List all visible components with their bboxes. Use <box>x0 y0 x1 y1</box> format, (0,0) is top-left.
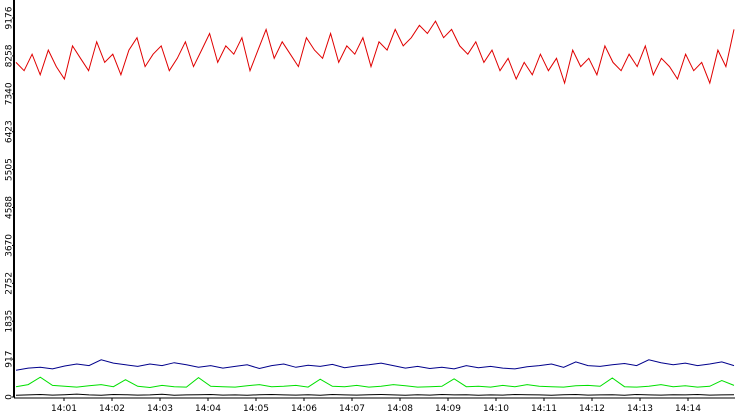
y-tick-label: 3670 <box>5 234 15 257</box>
x-tick-label: 14:06 <box>291 404 317 414</box>
x-tick-label: 14:13 <box>627 404 653 414</box>
x-tick-label: 14:03 <box>147 404 173 414</box>
y-tick-label: 917 <box>5 351 15 368</box>
x-tick-label: 14:09 <box>435 404 461 414</box>
y-tick-label: 9176 <box>5 6 15 29</box>
x-tick-label: 14:05 <box>243 404 269 414</box>
y-tick-label: 5505 <box>5 158 15 181</box>
x-tick-label: 14:08 <box>387 404 413 414</box>
x-tick-label: 14:12 <box>579 404 605 414</box>
x-tick-label: 14:02 <box>99 404 125 414</box>
series-line <box>15 20 735 85</box>
y-tick-label: 4588 <box>5 196 15 219</box>
series-line <box>15 376 735 389</box>
y-tick-label: 8258 <box>5 44 15 67</box>
y-tick-label: 2752 <box>5 272 15 295</box>
x-tick-label: 14:11 <box>531 404 557 414</box>
x-tick-label: 14:10 <box>483 404 509 414</box>
x-tick-label: 14:01 <box>51 404 77 414</box>
x-tick-label: 14:07 <box>339 404 365 414</box>
y-tick-label: 6423 <box>5 120 15 143</box>
y-tick-label: 0 <box>5 394 15 400</box>
x-tick-label: 14:04 <box>195 404 221 414</box>
y-tick-label: 1835 <box>5 310 15 333</box>
x-tick-label: 14:14 <box>675 404 701 414</box>
series-line <box>15 359 735 371</box>
series-line <box>15 393 735 396</box>
y-tick-label: 7340 <box>5 82 15 105</box>
